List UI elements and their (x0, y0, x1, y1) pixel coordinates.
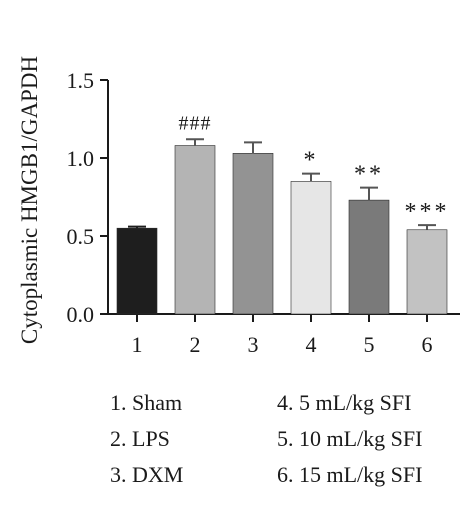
bar-1 (116, 227, 158, 315)
y-tick-label: 1.5 (67, 68, 95, 93)
y-tick-label: 0.0 (67, 302, 95, 327)
tick-labels: 0.0 0.5 1.0 1.5 1 2 ### 3 4 * 5 ** 6 *** (67, 68, 450, 357)
legend-item-dxm: 3. DXM (110, 462, 184, 487)
legend-item-sfi-5: 4. 5 mL/kg SFI (277, 390, 412, 415)
significance-label: ### (179, 112, 212, 134)
legend-item-lps: 2. LPS (110, 426, 170, 451)
y-tick-label: 1.0 (67, 146, 95, 171)
axes (100, 79, 460, 322)
y-axis-label: Cytoplasmic HMGB1/GAPDH (17, 56, 42, 344)
bars (116, 138, 448, 315)
x-tick-label: 1 (132, 332, 143, 357)
legend-item-sfi-15: 6. 15 mL/kg SFI (277, 462, 423, 487)
x-tick-label: 3 (248, 332, 259, 357)
legend-item-sham: 1. Sham (110, 390, 183, 415)
significance-label: * (304, 148, 319, 174)
bar-3 (232, 153, 274, 315)
y-tick-label: 0.5 (67, 224, 95, 249)
x-tick-label: 4 (306, 332, 317, 357)
significance-label: *** (405, 199, 450, 225)
significance-label: ** (354, 162, 384, 188)
legend-item-sfi-10: 5. 10 mL/kg SFI (277, 426, 423, 451)
x-tick-label: 6 (422, 332, 433, 357)
x-tick-label: 5 (364, 332, 375, 357)
x-tick-label: 2 (190, 332, 201, 357)
bar-2 (174, 145, 216, 315)
bar-chart: Cytoplasmic HMGB1/GAPDH 0.0 0.5 1.0 1.5 1 2 ##… (17, 56, 460, 357)
bar-4 (290, 181, 332, 315)
legend: 1. Sham 2. LPS 3. DXM 4. 5 mL/kg SFI 5. … (0, 380, 474, 500)
bar-6 (406, 229, 448, 315)
bar-5 (348, 199, 390, 315)
